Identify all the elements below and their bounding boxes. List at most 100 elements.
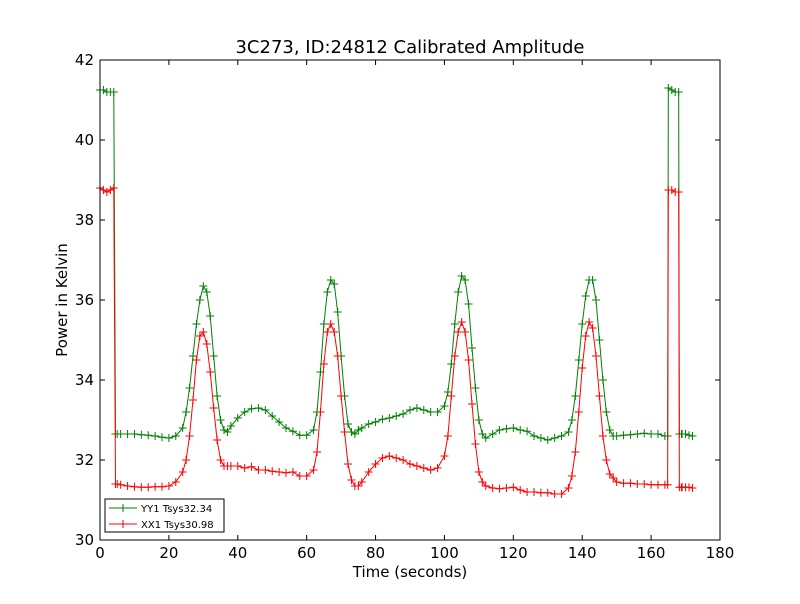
data-point [640,480,649,488]
data-point [330,328,339,336]
data-point [209,352,218,360]
data-point [647,480,656,489]
y-tick-label: 40 [75,131,94,149]
data-point [323,288,332,296]
data-point [647,430,656,438]
x-tick-label: 100 [430,544,459,562]
data-point [457,272,466,280]
data-point [454,328,463,336]
x-tick-label: 40 [228,544,247,562]
data-point [295,472,304,480]
series-line [100,87,693,441]
legend-marker [119,520,127,528]
data-point [478,478,487,486]
data-point [261,466,270,474]
data-point [164,434,173,442]
data-point [523,488,532,496]
data-point [612,432,621,440]
data-point [574,356,583,364]
data-point [116,430,125,438]
data-point [151,482,160,491]
data-point [681,430,690,438]
data-point [543,488,552,497]
data-point [550,434,559,442]
data-point [199,328,208,336]
data-point [233,414,242,422]
data-point [488,430,497,438]
data-point [275,468,284,476]
x-tick-label: 60 [297,544,316,562]
x-tick-label: 160 [637,544,666,562]
data-point [495,484,504,493]
data-point [340,428,349,436]
data-point [574,408,583,416]
data-point [667,86,676,94]
data-point [209,404,218,412]
data-point [206,368,215,376]
data-point [364,420,373,428]
series-0 [96,84,697,444]
data-point [443,432,452,440]
data-point [592,352,600,360]
data-point [123,430,132,438]
data-point [213,392,222,400]
data-point [319,320,328,328]
data-point [137,430,146,439]
data-point [626,479,635,488]
y-tick-label: 38 [75,211,94,229]
data-point [685,431,693,440]
data-point [137,483,146,492]
data-point [674,88,683,96]
data-point [192,356,201,364]
data-point [144,483,153,492]
data-point [633,480,642,488]
data-point [302,472,311,480]
data-point [557,432,566,440]
data-point [571,448,580,456]
data-point [189,396,197,404]
data-point [109,184,118,192]
data-point [182,456,191,464]
data-point [392,412,401,420]
data-point [550,490,559,498]
data-point [254,466,263,474]
data-point [220,426,228,434]
data-point [674,188,683,196]
data-point [354,426,363,434]
data-point [313,448,321,456]
x-tick-label: 20 [159,544,178,562]
legend-label: XX1 Tsys30.98 [141,520,214,531]
data-point [357,478,366,486]
data-point [530,432,538,440]
data-point [151,432,160,440]
data-point [158,482,166,491]
plot-area [96,84,697,498]
data-point [588,276,597,284]
data-point [450,320,459,328]
data-point [474,416,483,424]
data-point [240,408,249,416]
data-point [247,462,256,471]
data-point [509,483,518,492]
data-point [640,429,649,438]
data-point [216,456,225,464]
data-point [664,84,673,92]
data-point [130,482,139,491]
data-point [626,430,635,439]
data-point [316,408,325,416]
data-point [116,480,125,489]
y-tick-label: 36 [75,291,94,309]
data-point [202,288,211,296]
data-point [378,454,387,462]
data-point [185,384,194,392]
data-point [464,356,473,364]
data-point [543,436,552,444]
data-point [688,484,697,492]
data-point [412,404,421,412]
data-point [330,280,339,288]
data-point [536,434,545,442]
data-point [530,488,538,496]
data-point [326,320,335,328]
